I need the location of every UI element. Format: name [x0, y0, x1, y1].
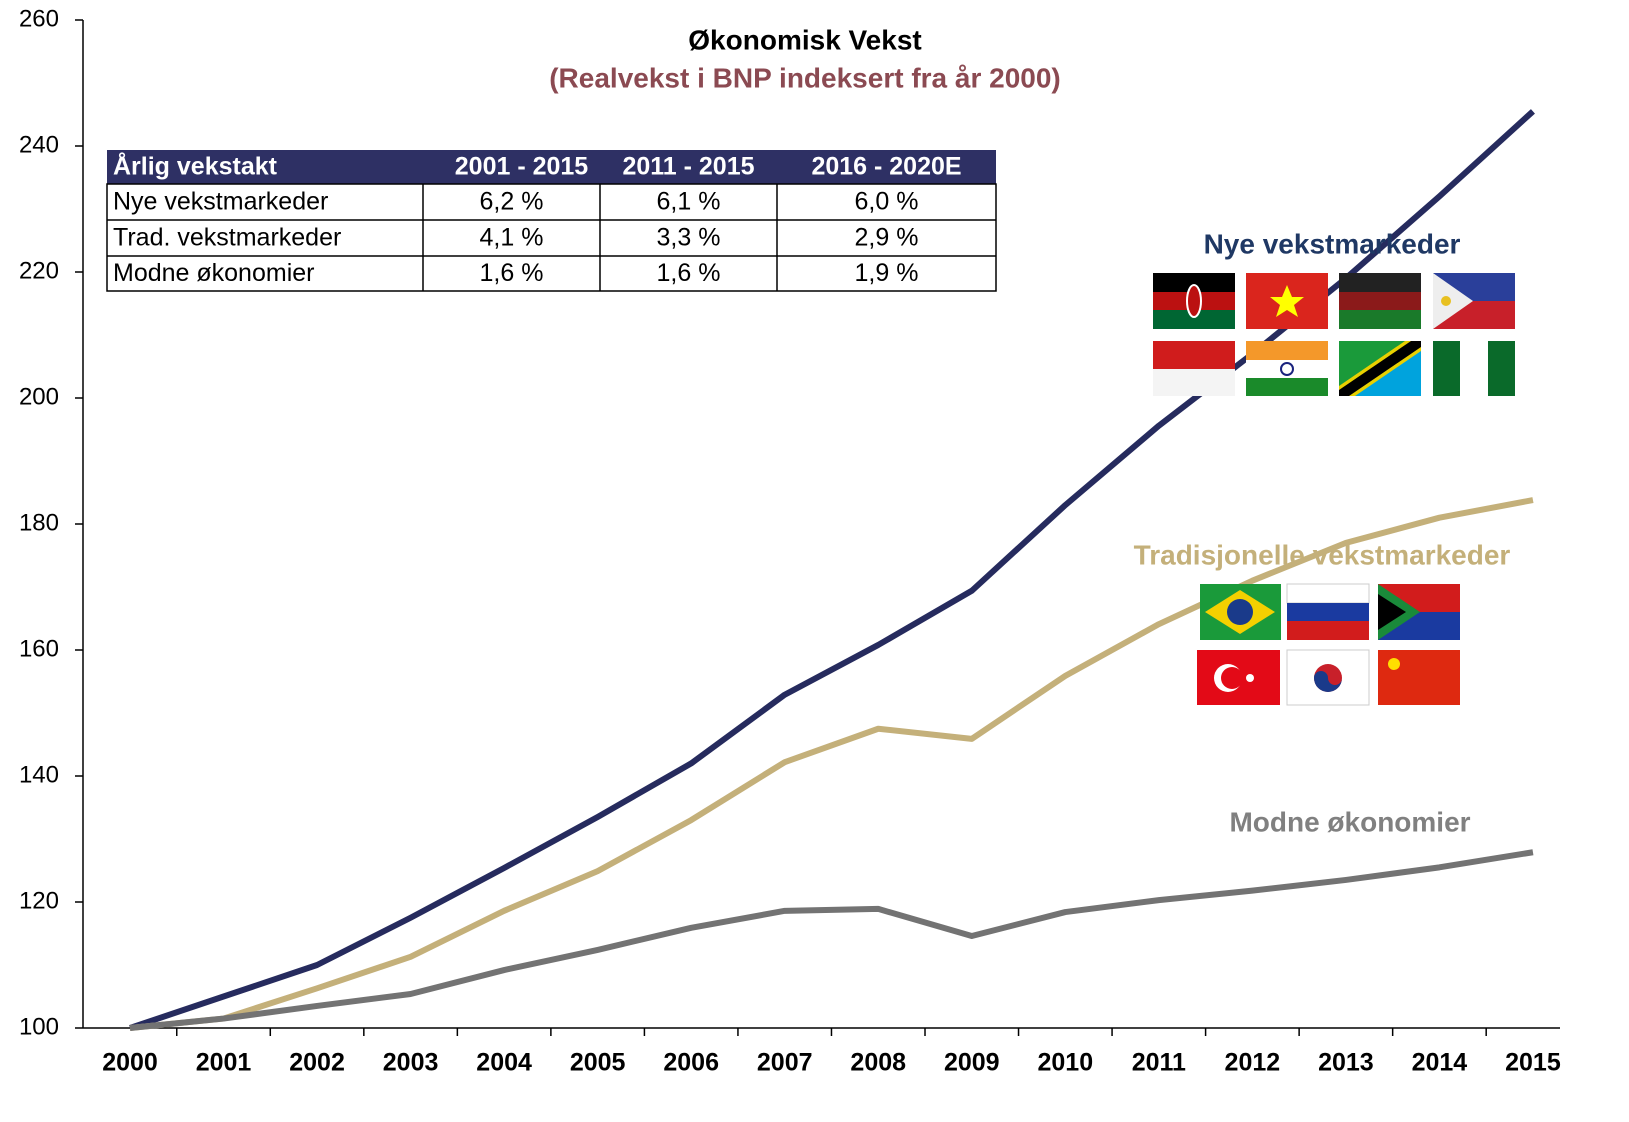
y-tick-label: 240 — [19, 131, 59, 158]
series-label: Modne økonomier — [1229, 806, 1470, 837]
x-tick-label: 2008 — [850, 1049, 906, 1077]
y-tick-label: 260 — [19, 5, 59, 32]
series-line — [129, 849, 1534, 1031]
y-tick-label: 140 — [19, 761, 59, 788]
y-tick-label: 200 — [19, 383, 59, 410]
table-cell: Modne økonomier — [113, 259, 314, 287]
x-tick-label: 2012 — [1225, 1049, 1281, 1077]
x-tick-label: 2010 — [1037, 1049, 1093, 1077]
series-label: Tradisjonelle vekstmarkeder — [1134, 539, 1511, 570]
flag — [1286, 583, 1370, 640]
x-tick-label: 2015 — [1505, 1049, 1561, 1077]
flag — [1200, 584, 1281, 640]
table: Årlig vekstakt 2001 - 2015 2011 - 2015 2016… — [106, 150, 997, 292]
flag — [1339, 273, 1421, 329]
x-tick-label: 2013 — [1318, 1049, 1374, 1077]
flag — [1433, 341, 1515, 396]
y-tick-label: 160 — [19, 635, 59, 662]
table-header: Årlig vekstakt — [113, 152, 278, 181]
table-cell: Nye vekstmarkeder — [113, 188, 328, 216]
series-line — [129, 497, 1534, 1031]
table-border — [106, 183, 997, 292]
table-cell: 6,1 % — [657, 188, 721, 216]
y-tick-label: 220 — [19, 257, 59, 284]
x-tick-label: 2011 — [1132, 1049, 1186, 1077]
y-tick-label: 120 — [19, 887, 59, 914]
table-cell: 6,0 % — [855, 188, 919, 216]
x-tick-label: 2004 — [476, 1049, 532, 1077]
table-cell: 2,9 % — [855, 224, 919, 252]
flag — [1433, 273, 1515, 329]
flag — [1378, 650, 1460, 705]
table-cell: 6,2 % — [480, 188, 544, 216]
flags — [1153, 273, 1515, 706]
x-tick-label: 2003 — [383, 1049, 439, 1077]
table-cell: Trad. vekstmarkeder — [113, 224, 341, 252]
flag — [1339, 341, 1421, 396]
flag — [1246, 273, 1328, 329]
flag — [1153, 341, 1235, 396]
chart-subtitle: (Realvekst i BNP indeksert fra år 2000) — [549, 62, 1061, 93]
flag — [1378, 584, 1460, 640]
chart-title: Økonomisk Vekst — [688, 24, 921, 55]
x-tick-label: 2005 — [570, 1049, 626, 1077]
y-tick-label: 180 — [19, 509, 59, 536]
table-header-bg — [107, 150, 996, 184]
table-header: 2001 - 2015 — [455, 153, 589, 181]
flag — [1153, 273, 1235, 329]
flag — [1246, 341, 1328, 396]
x-tick-label: 2001 — [196, 1049, 252, 1077]
x-tick-label: 2002 — [289, 1049, 345, 1077]
axes: 100 120 140 160 180 200 220 240 260 2000 2001 2002 2… — [19, 5, 1561, 1076]
x-tick-label: 2000 — [102, 1049, 158, 1077]
table-cell: 3,3 % — [657, 224, 721, 252]
table-cell: 1,6 % — [480, 259, 544, 287]
x-tick-label: 2006 — [663, 1049, 719, 1077]
series-label: Nye vekstmarkeder — [1204, 228, 1461, 259]
flag — [1286, 649, 1370, 706]
table-cell: 4,1 % — [480, 224, 544, 252]
table-cell: 1,6 % — [657, 259, 721, 287]
table-header: 2011 - 2015 — [622, 153, 754, 181]
table-cell: 1,9 % — [855, 259, 919, 287]
x-tick-label: 2009 — [944, 1049, 1000, 1077]
x-tick-label: 2007 — [757, 1049, 813, 1077]
flag — [1197, 650, 1280, 705]
labels: Økonomisk Vekst (Realvekst i BNP indekse… — [549, 24, 1510, 837]
table-header: 2016 - 2020E — [811, 153, 961, 181]
y-tick-label: 100 — [19, 1013, 59, 1040]
x-tick-label: 2014 — [1412, 1049, 1468, 1077]
